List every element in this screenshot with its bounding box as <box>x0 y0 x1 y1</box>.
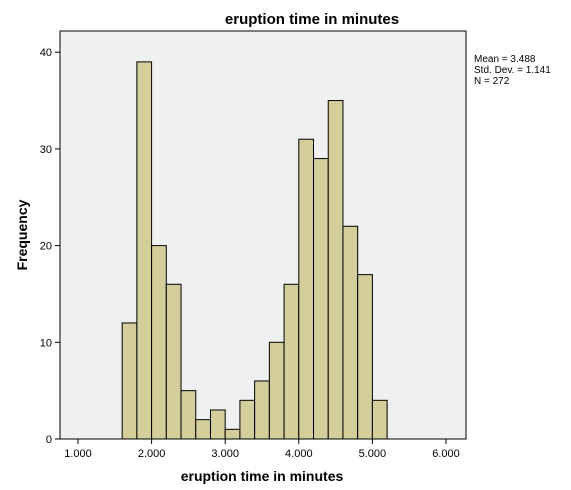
y-tick-label: 0 <box>46 434 52 446</box>
histogram-bar <box>180 390 197 440</box>
stat-std-dev: Std. Dev. = 1.141 <box>474 65 551 76</box>
histogram-bar <box>195 419 211 440</box>
x-tick-label: 6.000 <box>432 448 460 460</box>
bars-group <box>121 61 388 440</box>
x-tick-label: 1.000 <box>64 448 92 460</box>
histogram-bar <box>224 428 241 440</box>
x-tick-label: 4.000 <box>285 448 313 460</box>
x-axis-label: eruption time in minutes <box>181 468 344 484</box>
statistics-box: Mean = 3.488 Std. Dev. = 1.141 N = 272 <box>474 54 551 87</box>
x-tick-label: 2.000 <box>138 448 166 460</box>
x-tick-label: 5.000 <box>359 448 387 460</box>
y-axis-ticks: 0 10 20 30 40 <box>40 47 60 446</box>
x-tick-label: 3.000 <box>211 448 239 460</box>
y-tick-label: 40 <box>40 47 52 59</box>
histogram-bar <box>268 341 285 440</box>
x-axis-ticks: 1.000 2.000 3.000 4.000 5.000 6.000 <box>64 439 460 460</box>
plot-area <box>59 30 467 440</box>
histogram-bar <box>165 283 182 440</box>
histogram-bar <box>209 409 226 440</box>
chart-title: eruption time in minutes <box>225 11 399 28</box>
stat-mean: Mean = 3.488 <box>474 54 536 65</box>
histogram-bar <box>342 225 359 440</box>
histogram-bar <box>313 158 329 440</box>
y-tick-label: 30 <box>40 144 52 156</box>
histogram-bar <box>151 245 167 440</box>
histogram-bar <box>327 100 344 440</box>
histogram-bar <box>254 380 270 440</box>
histogram-bar <box>298 138 315 440</box>
histogram-bar <box>136 61 153 440</box>
y-tick-label: 10 <box>40 337 52 349</box>
histogram-bar <box>371 399 388 440</box>
stat-n: N = 272 <box>474 76 510 87</box>
histogram-bar <box>283 283 300 440</box>
y-axis-label: Frequency <box>14 199 30 270</box>
y-tick-label: 20 <box>40 241 52 253</box>
histogram-bar <box>121 322 138 440</box>
histogram-bar <box>239 399 256 440</box>
histogram-bar <box>357 274 373 440</box>
